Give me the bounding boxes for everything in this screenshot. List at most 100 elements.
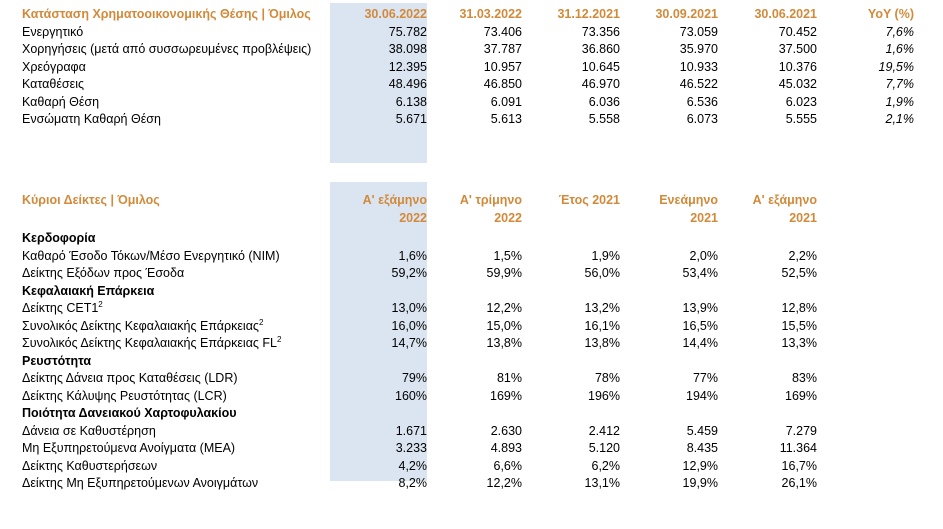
value-cell: 13,8% xyxy=(584,336,620,350)
value-cell: 4.893 xyxy=(490,441,522,455)
value-cell: 6,6% xyxy=(493,458,523,473)
value-cell: 16,7% xyxy=(781,458,817,473)
yoy-value: 7,7% xyxy=(885,77,915,91)
value-cell: 46.970 xyxy=(581,77,620,91)
value-cell: 5.671 xyxy=(395,112,427,126)
row-label: Δείκτης CET12 xyxy=(22,300,103,316)
value-cell: 2.412 xyxy=(588,423,620,438)
value-cell: 3.233 xyxy=(395,441,427,455)
row-label: Δείκτης Εξόδων προς Έσοδα xyxy=(22,266,185,280)
row-label: Δείκτης Μη Εξυπηρετούμενων Ανοιγμάτων xyxy=(22,476,259,490)
row-label: Συνολικός Δείκτης Κεφαλαιακής Επάρκειας … xyxy=(22,335,282,351)
table-row: Χρεόγραφα 12.395 10.957 10.645 10.933 10.376 1… xyxy=(22,59,914,77)
value-cell: 46.850 xyxy=(483,77,522,91)
value-cell: 6.023 xyxy=(785,94,817,109)
table-row: Συνολικός Δείκτης Κεφαλαιακής Επάρκειας2… xyxy=(22,318,817,336)
section-title: Ρευστότητα xyxy=(22,353,92,368)
value-cell: 8.435 xyxy=(686,441,718,455)
row-label: Ενσώματη Καθαρή Θέση xyxy=(22,112,161,126)
value-cell: 5.613 xyxy=(490,112,522,126)
table-header-row: Κύριοι Δείκτες | Όμιλος Α' εξάμηνο 2022 Α' … xyxy=(22,192,817,227)
column-header-line: Ενεάμηνο xyxy=(659,193,718,207)
value-cell: 14,4% xyxy=(682,336,718,350)
table-row: Συνολικός Δείκτης Κεφαλαιακής Επάρκειας … xyxy=(22,335,817,353)
table-title: Κύριοι Δείκτες | Όμιλος xyxy=(22,193,160,207)
value-cell: 13,2% xyxy=(584,301,620,315)
table-row: Χορηγήσεις (μετά από συσσωρευμένες προβλ… xyxy=(22,41,914,59)
value-cell: 77% xyxy=(692,371,718,385)
footnote-marker: 2 xyxy=(258,317,264,327)
value-cell: 10.933 xyxy=(679,59,718,74)
row-label: Συνολικός Δείκτης Κεφαλαιακής Επάρκειας2 xyxy=(22,317,264,333)
value-cell: 13,9% xyxy=(682,301,718,315)
value-cell: 36.860 xyxy=(581,42,620,56)
value-cell: 12.395 xyxy=(388,59,427,74)
table-header-row: Κατάσταση Χρηματοοικονομικής Θέσης | Όμι… xyxy=(22,6,914,24)
table-row: Καταθέσεις 48.496 46.850 46.970 46.522 45.032… xyxy=(22,76,914,94)
value-cell: 59,2% xyxy=(391,266,427,280)
table-row: Δείκτης Καθυστερήσεων 4,2% 6,6% 6,2% 12,9% 16… xyxy=(22,458,817,476)
key-ratios-table: Κύριοι Δείκτες | Όμιλος Α' εξάμηνο 2022 Α' … xyxy=(22,192,817,493)
section-row: Κερδοφορία xyxy=(22,230,817,248)
yoy-value: 7,6% xyxy=(885,24,915,39)
column-header-line: 2022 xyxy=(494,210,522,225)
column-header-line: 2021 xyxy=(690,210,718,225)
value-cell: 81% xyxy=(496,371,522,385)
value-cell: 73.059 xyxy=(679,24,718,39)
section-row: Ποιότητα Δανειακού Χαρτοφυλακίου xyxy=(22,405,817,423)
value-cell: 38.098 xyxy=(388,42,427,56)
value-cell: 83% xyxy=(791,371,817,385)
section-title: Ποιότητα Δανειακού Χαρτοφυλακίου xyxy=(22,406,237,420)
value-cell: 10.645 xyxy=(581,59,620,74)
value-cell: 26,1% xyxy=(781,476,817,490)
value-cell: 59,9% xyxy=(486,266,522,280)
value-cell: 6.073 xyxy=(686,112,718,126)
table-row: Καθαρό Έσοδο Τόκων/Μέσο Ενεργητικό (NIM)… xyxy=(22,248,817,266)
value-cell: 169% xyxy=(490,388,522,403)
value-cell: 1,9% xyxy=(591,248,621,263)
table-row: Δείκτης Εξόδων προς Έσοδα 59,2% 59,9% 56,0%… xyxy=(22,265,817,283)
value-cell: 75.782 xyxy=(388,24,427,39)
value-cell: 1,5% xyxy=(493,248,523,263)
column-header: Ενεάμηνο 2021 xyxy=(620,192,718,227)
column-header-line: Έτος 2021 xyxy=(558,193,620,207)
value-cell: 46.522 xyxy=(679,77,718,91)
table-row: Ενσώματη Καθαρή Θέση 5.671 5.613 5.558 6.073… xyxy=(22,111,914,129)
highlight-column-2 xyxy=(330,182,427,481)
value-cell: 78% xyxy=(594,371,620,385)
value-cell: 56,0% xyxy=(584,266,620,280)
value-cell: 196% xyxy=(588,388,620,403)
table-row: Δείκτης Κάλυψης Ρευστότητας (LCR) 160% 169… xyxy=(22,388,817,406)
column-header-line: 2022 xyxy=(399,210,427,225)
value-cell: 4,2% xyxy=(398,458,428,473)
financial-position-table: Κατάσταση Χρηματοοικονομικής Θέσης | Όμι… xyxy=(22,6,914,129)
column-header: Α' εξάμηνο 2022 xyxy=(330,192,427,227)
value-cell: 13,3% xyxy=(781,336,817,350)
table-row: Δείκτης Μη Εξυπηρετούμενων Ανοιγμάτων 8,2… xyxy=(22,475,817,493)
table-row: Καθαρή Θέση 6.138 6.091 6.036 6.536 6.023 1,9% xyxy=(22,94,914,112)
value-cell: 5.459 xyxy=(686,423,718,438)
value-cell: 14,7% xyxy=(391,336,427,350)
value-cell: 7.279 xyxy=(785,423,817,438)
value-cell: 1.671 xyxy=(395,423,427,438)
value-cell: 12,8% xyxy=(781,301,817,315)
value-cell: 8,2% xyxy=(398,476,428,490)
value-cell: 73.406 xyxy=(483,24,522,39)
value-cell: 12,2% xyxy=(486,476,522,490)
row-label: Ενεργητικό xyxy=(22,24,84,39)
column-header: Α' τρίμηνο 2022 xyxy=(427,192,522,227)
row-label: Χορηγήσεις (μετά από συσσωρευμένες προβλ… xyxy=(22,42,312,56)
value-cell: 48.496 xyxy=(388,77,427,91)
row-label: Δείκτης Καθυστερήσεων xyxy=(22,458,158,473)
value-cell: 16,1% xyxy=(584,318,620,333)
value-cell: 5.558 xyxy=(588,112,620,126)
yoy-value: 2,1% xyxy=(885,112,915,126)
value-cell: 6.138 xyxy=(395,94,427,109)
row-label: Δείκτης Δάνεια προς Καταθέσεις (LDR) xyxy=(22,371,238,385)
value-cell: 16,0% xyxy=(391,318,427,333)
row-label: Χρεόγραφα xyxy=(22,59,86,74)
value-cell: 10.957 xyxy=(483,59,522,74)
row-label: Καθαρό Έσοδο Τόκων/Μέσο Ενεργητικό (NIM) xyxy=(22,248,280,263)
value-cell: 70.452 xyxy=(778,24,817,39)
value-cell: 15,0% xyxy=(486,318,522,333)
